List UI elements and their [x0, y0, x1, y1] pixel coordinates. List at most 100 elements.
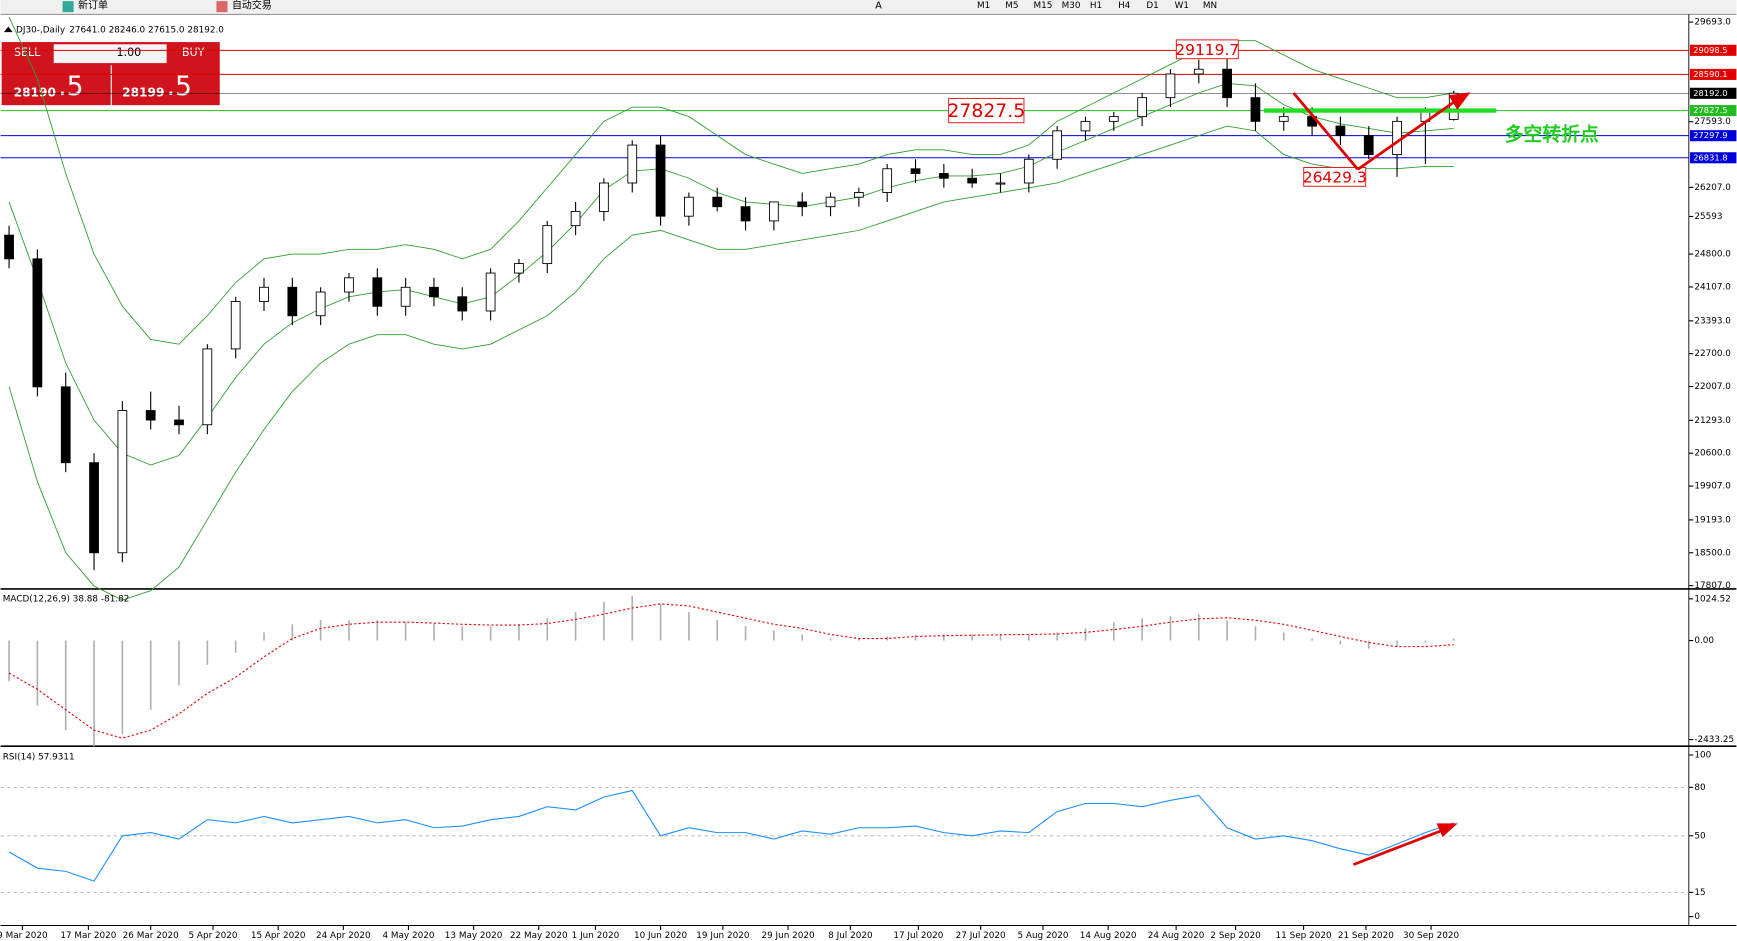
collapse-icon[interactable]	[3, 26, 13, 33]
text-tool[interactable]: A	[875, 1, 882, 12]
rsi-line	[8, 789, 1454, 882]
y-tick-label: 26207.0	[1694, 183, 1731, 193]
x-tick-label: 14 Aug 2020	[1080, 931, 1137, 941]
trade-panel: SELL BUY 1.00 28190 .5 28199 .5	[1, 42, 220, 106]
candle-body	[882, 168, 893, 193]
candle-body	[570, 210, 581, 227]
arrow-head	[1448, 92, 1471, 110]
y-tick-label: 19907.0	[1694, 482, 1731, 492]
candle-body	[259, 286, 269, 302]
timeframe-button[interactable]: D1	[1146, 1, 1158, 11]
arrow-line	[1352, 827, 1446, 866]
y-tick-label: 29693.0	[1694, 18, 1731, 28]
candle-body	[1193, 68, 1204, 75]
y-tick-label: 0.00	[1694, 636, 1714, 646]
new-order-icon[interactable]	[62, 1, 74, 13]
candle-body	[89, 462, 99, 554]
timeframe-button[interactable]: MN	[1203, 1, 1217, 11]
x-tick-label: 27 Jul 2020	[956, 931, 1006, 941]
auto-trading-icon[interactable]	[216, 1, 228, 13]
candle-body	[684, 196, 694, 217]
timeframe-button[interactable]: W1	[1175, 1, 1189, 11]
candle-body	[287, 286, 298, 317]
x-tick-label: 21 Sep 2020	[1338, 931, 1394, 941]
pivot-label: 多空转折点	[1505, 122, 1599, 145]
x-tick-label: 11 Sep 2020	[1276, 931, 1332, 941]
timeframe-button[interactable]: M1	[977, 1, 990, 11]
candle-body	[315, 291, 326, 317]
annotation-label: 27827.5	[947, 101, 1025, 122]
x-tick-label: 1 Jun 2020	[572, 931, 620, 941]
y-tick-label: 22700.0	[1694, 349, 1731, 359]
new-order-button[interactable]: 新订单	[78, 0, 108, 12]
timeframe-button[interactable]: H4	[1118, 1, 1131, 11]
rsi-title: RSI(14) 57.9311	[3, 753, 75, 763]
y-tick-label: -2433.25	[1694, 735, 1734, 745]
y-tick-label: 0	[1694, 912, 1700, 922]
price-level-label: 29098.5	[1693, 45, 1727, 55]
arrow-head	[1436, 823, 1458, 838]
candle-body	[429, 286, 439, 298]
candle-body	[1052, 130, 1063, 160]
volume-box[interactable]	[53, 44, 167, 64]
price-level-tag	[1689, 87, 1737, 99]
y-tick-label: 19193.0	[1694, 515, 1731, 525]
annotation-label: 26429.3	[1303, 168, 1367, 186]
macd-title: MACD(12,26,9) 38.88 -81.82	[3, 594, 130, 604]
candle-body	[825, 196, 836, 208]
price-level-tag	[1689, 130, 1737, 142]
candle-body	[174, 419, 184, 426]
y-tick-label: 18500.0	[1694, 548, 1731, 558]
timeframe-button[interactable]: M5	[1005, 1, 1018, 11]
candle-body	[853, 192, 864, 198]
price-level-tag	[1689, 68, 1737, 80]
symbol-title: DJ30-,Daily	[16, 25, 65, 35]
candle-body	[938, 173, 949, 179]
y-tick-label: 1024.52	[1694, 594, 1731, 604]
price-level-label: 26831.8	[1693, 152, 1727, 162]
sell-button[interactable]: SELL	[14, 46, 41, 59]
candle-body	[995, 182, 1006, 185]
sell-price[interactable]: 28190	[14, 85, 56, 99]
candle-body	[344, 277, 354, 293]
macd-signal	[8, 603, 1454, 739]
sell-price-fraction[interactable]: .5	[58, 71, 83, 102]
candle-body	[655, 144, 666, 217]
candle-body	[400, 286, 411, 307]
arrow-line	[1292, 92, 1359, 171]
candle-body	[1335, 125, 1346, 137]
y-tick-label: 24800.0	[1694, 250, 1731, 260]
candle-body	[117, 410, 128, 554]
candle-body	[1363, 135, 1374, 155]
annotation-box	[948, 97, 1025, 124]
buy-button[interactable]: BUY	[182, 46, 205, 59]
y-tick-label: 25593	[1694, 212, 1722, 222]
timeframe-button[interactable]: H1	[1090, 1, 1102, 11]
candle-body	[1165, 73, 1176, 99]
price-level-label: 28590.1	[1693, 69, 1727, 79]
candle-body	[627, 144, 638, 184]
x-tick-label: 24 Apr 2020	[316, 931, 371, 941]
bollinger-band	[8, 125, 1454, 601]
timeframe-button[interactable]: M15	[1033, 1, 1052, 11]
buy-price-fraction[interactable]: .5	[167, 71, 192, 102]
candle-body	[485, 272, 496, 312]
candle-body	[514, 263, 524, 274]
candle-body	[542, 225, 553, 265]
timeframe-button[interactable]: M30	[1062, 1, 1081, 11]
candle-body	[1250, 97, 1261, 122]
price-level-label: 27827.5	[1693, 105, 1727, 115]
candle-body	[1023, 158, 1034, 184]
price-level-tag	[1689, 44, 1737, 56]
candle-body	[1137, 97, 1147, 118]
buy-price[interactable]: 28199	[122, 85, 164, 99]
y-tick-label: 17807.0	[1694, 581, 1731, 591]
x-tick-label: 19 Jun 2020	[696, 931, 750, 941]
price-level-label: 27297.9	[1693, 130, 1727, 140]
auto-trading-button[interactable]: 自动交易	[232, 0, 272, 12]
candle-body	[1392, 120, 1402, 155]
x-tick-label: 17 Jul 2020	[893, 931, 943, 941]
volume[interactable]: 1.00	[117, 46, 142, 59]
